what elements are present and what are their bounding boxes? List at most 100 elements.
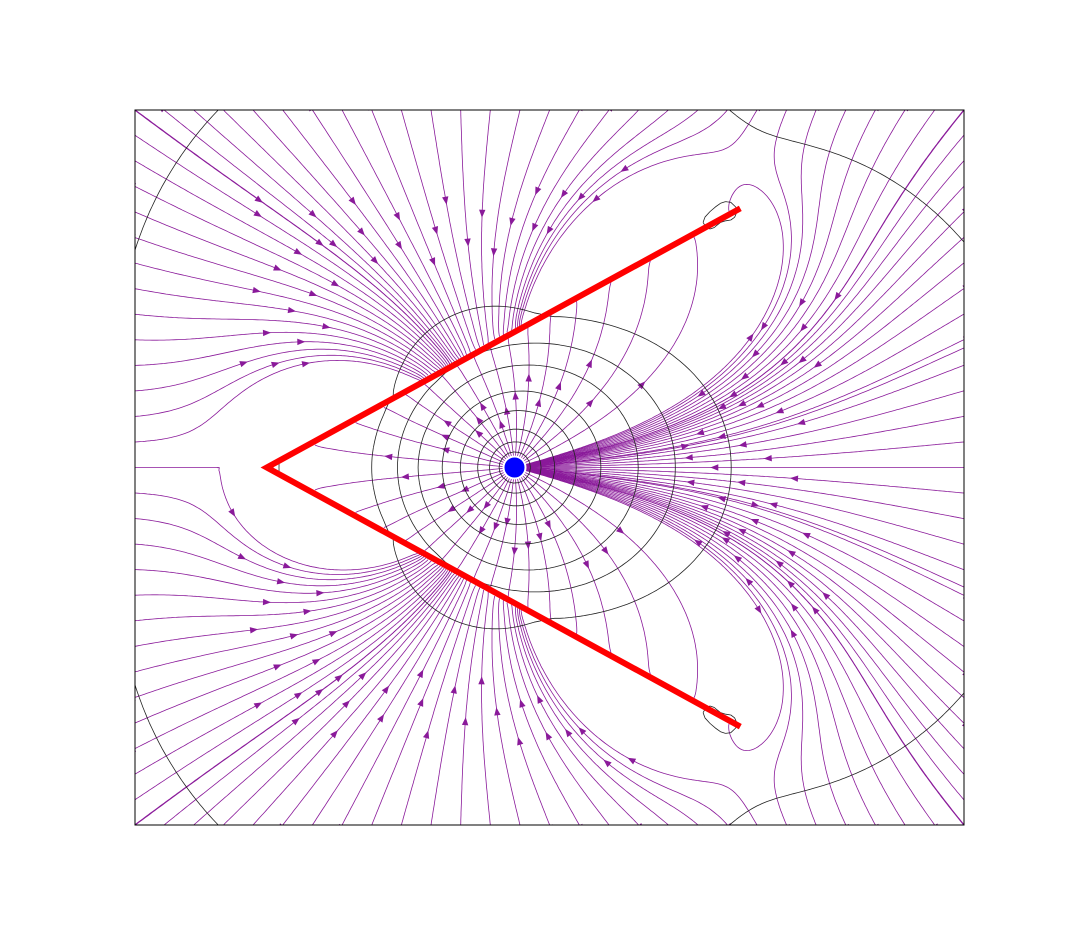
field-arrow [475, 430, 484, 438]
field-arrow [509, 217, 516, 226]
field-line [460, 110, 485, 346]
field-line [519, 468, 964, 749]
field-arrow [237, 552, 247, 560]
field-arrow [417, 698, 424, 707]
field-arrow [328, 631, 338, 638]
field-arrow [601, 546, 609, 555]
field-line [519, 472, 612, 654]
field-line [507, 474, 517, 597]
field-arrow [603, 759, 612, 768]
field-arrow [517, 736, 524, 746]
field-arrow [754, 605, 762, 614]
field-arrow [790, 629, 798, 639]
field-arrow [252, 286, 261, 294]
field-arrow [293, 692, 303, 700]
field-line [520, 609, 758, 825]
charge-layer [502, 455, 527, 480]
plot-frame [134, 109, 965, 826]
field-line [312, 110, 465, 357]
conductor-layer [260, 205, 742, 730]
field-line [135, 568, 447, 775]
field-arrow [729, 390, 738, 398]
field-line [520, 236, 698, 465]
field-arrow [694, 539, 703, 547]
field-line [518, 607, 728, 825]
field-line [135, 313, 433, 376]
field-arrow [780, 357, 789, 366]
field-line [282, 110, 462, 359]
field-arrow [493, 522, 500, 531]
field-arrow [811, 606, 820, 615]
field-arrow [291, 717, 300, 726]
field-arrow [769, 502, 778, 509]
field-line [518, 467, 964, 545]
field-line [164, 571, 453, 825]
field-arrow [228, 508, 236, 517]
field-line [135, 348, 425, 392]
field-arrow [733, 555, 743, 563]
field-line [518, 288, 964, 468]
field-line [518, 211, 964, 468]
field-arrow [813, 360, 823, 368]
field-arrow [262, 329, 271, 337]
field-arrow [738, 441, 747, 448]
field-arrow [760, 321, 769, 331]
field-arrow [423, 730, 430, 739]
field-arrow [578, 727, 587, 736]
field-arrow [535, 186, 542, 196]
field-arrow [555, 381, 562, 391]
field-line [520, 237, 964, 467]
field-arrow [447, 505, 456, 513]
field-arrow [577, 192, 586, 201]
field-line [518, 467, 964, 494]
field-line [135, 565, 444, 724]
field-arrow [330, 730, 338, 739]
field-arrow [545, 731, 553, 741]
field-line [135, 237, 442, 370]
field-arrow [504, 406, 511, 416]
field-line [517, 473, 552, 621]
equipotential-line [477, 428, 556, 507]
field-arrow [560, 189, 569, 198]
field-line [253, 574, 461, 825]
field-arrow [585, 399, 594, 408]
field-line [312, 578, 465, 825]
field-arrow [511, 547, 518, 556]
field-arrow [592, 194, 601, 203]
field-arrow [546, 225, 554, 235]
field-line [519, 467, 964, 596]
field-line [518, 467, 964, 673]
field-line [511, 604, 639, 825]
field-arrow [494, 707, 501, 716]
field-arrow [253, 210, 262, 218]
field-line [135, 570, 451, 825]
field-arrow [802, 532, 811, 539]
field-arrow [790, 475, 799, 482]
field-line [518, 468, 792, 825]
field-arrow [357, 227, 365, 236]
equipotential-line [498, 451, 531, 484]
field-line [135, 186, 445, 368]
field-line [135, 331, 429, 376]
field-arrow [441, 434, 450, 441]
field-line [424, 384, 510, 463]
field-line [516, 474, 530, 609]
field-line [520, 470, 698, 699]
field-arrow [466, 505, 475, 513]
field-arrow [710, 464, 719, 471]
field-arrow [775, 560, 784, 568]
field-arrow [262, 598, 271, 606]
field-line [481, 591, 491, 825]
field-line [341, 579, 467, 825]
field-arrow [289, 633, 299, 640]
field-arrow [273, 664, 282, 671]
equipotential-line [441, 390, 602, 545]
field-arrow [342, 700, 350, 709]
field-line [164, 110, 453, 364]
field-arrow [287, 306, 297, 314]
field-arrow [797, 418, 806, 425]
field-line [518, 467, 964, 724]
field-line [519, 467, 964, 570]
field-arrow [737, 399, 747, 407]
